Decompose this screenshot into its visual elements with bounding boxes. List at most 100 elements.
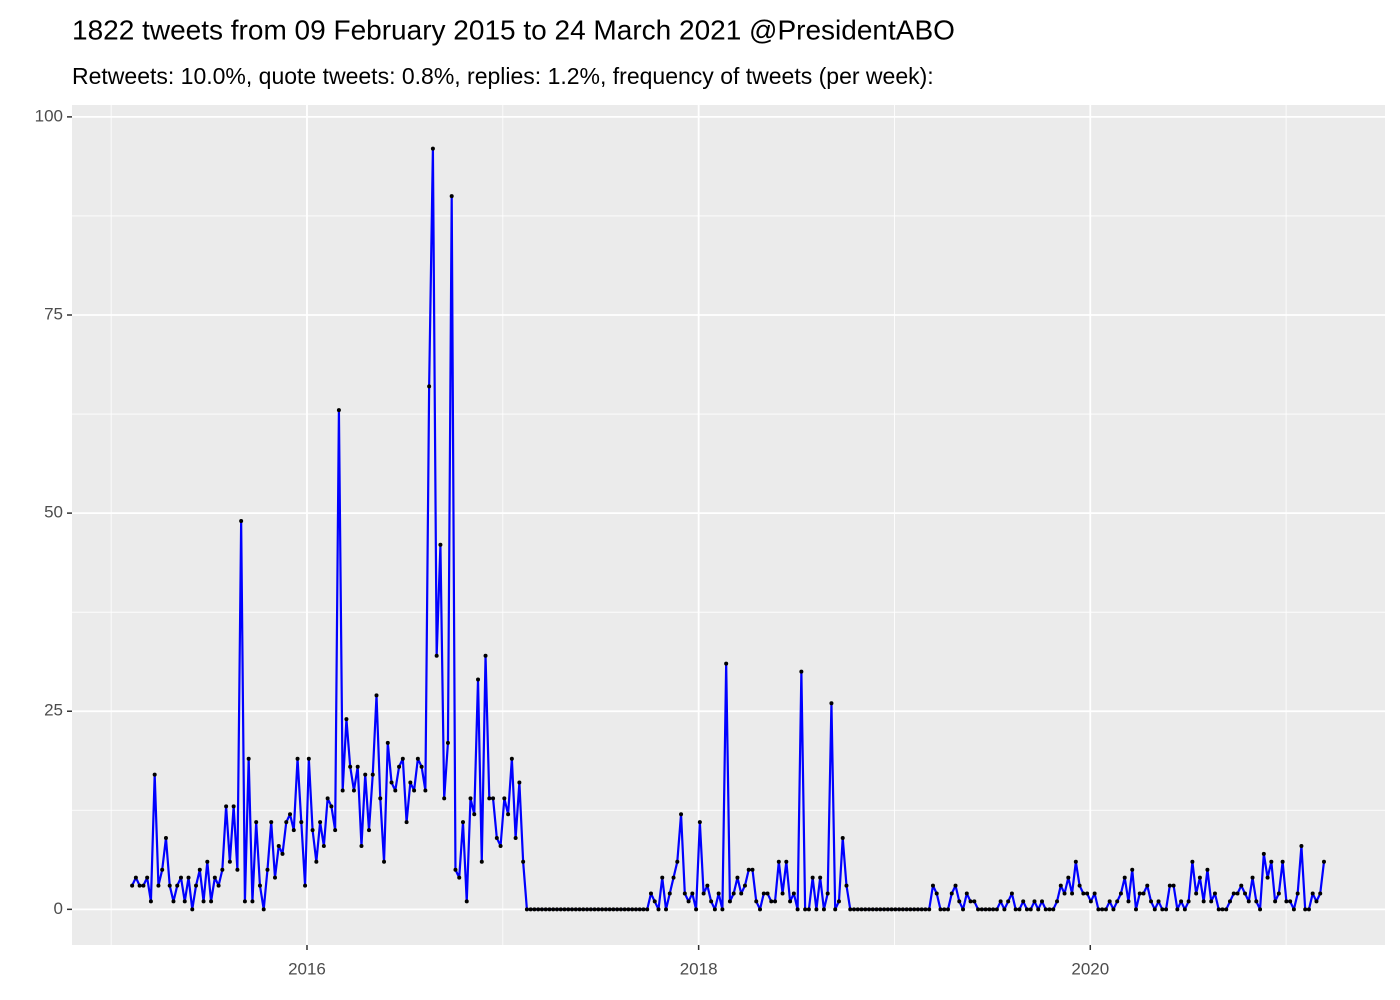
data-point: [152, 772, 157, 777]
data-point: [754, 899, 759, 904]
data-point: [130, 883, 135, 888]
data-point: [551, 907, 556, 912]
data-point: [261, 907, 266, 912]
data-point: [972, 899, 977, 904]
data-point: [434, 653, 439, 658]
data-point: [306, 756, 311, 761]
data-point: [889, 907, 894, 912]
data-point: [863, 907, 868, 912]
data-point: [701, 891, 706, 896]
data-point: [1197, 875, 1202, 880]
data-point: [818, 875, 823, 880]
data-point: [1028, 907, 1033, 912]
data-point: [1107, 899, 1112, 904]
data-point: [633, 907, 638, 912]
data-point: [1077, 883, 1082, 888]
data-point: [900, 907, 905, 912]
data-point: [1017, 907, 1022, 912]
data-point: [1273, 899, 1278, 904]
data-point: [472, 812, 477, 817]
data-point: [1013, 907, 1018, 912]
data-point: [201, 899, 206, 904]
data-point: [870, 907, 875, 912]
data-point: [1062, 891, 1067, 896]
data-point: [1149, 899, 1154, 904]
data-point: [397, 764, 402, 769]
data-point: [799, 669, 804, 674]
data-point: [1231, 891, 1236, 896]
data-point: [641, 907, 646, 912]
data-point: [810, 875, 815, 880]
data-point: [652, 899, 657, 904]
data-point: [1111, 907, 1116, 912]
data-point: [333, 828, 338, 833]
data-point: [1239, 883, 1244, 888]
data-point: [746, 867, 751, 872]
data-point: [705, 883, 710, 888]
data-point: [806, 907, 811, 912]
data-point: [299, 820, 304, 825]
chart-subtitle: Retweets: 10.0%, quote tweets: 0.8%, rep…: [72, 63, 934, 89]
data-point: [265, 867, 270, 872]
data-point: [1051, 907, 1056, 912]
data-point: [1209, 899, 1214, 904]
data-point: [216, 883, 221, 888]
data-point: [626, 907, 631, 912]
data-point: [1122, 875, 1127, 880]
data-point: [994, 907, 999, 912]
data-point: [502, 796, 507, 801]
data-point: [449, 194, 454, 199]
data-point: [197, 867, 202, 872]
data-point: [829, 701, 834, 706]
data-point: [1039, 899, 1044, 904]
data-point: [1291, 907, 1296, 912]
data-point: [803, 907, 808, 912]
data-point: [1303, 907, 1308, 912]
data-point: [453, 867, 458, 872]
data-point: [878, 907, 883, 912]
data-point: [934, 891, 939, 896]
data-point: [1246, 899, 1251, 904]
data-point: [468, 796, 473, 801]
data-point: [250, 899, 255, 904]
data-point: [773, 899, 778, 904]
data-point: [231, 804, 236, 809]
data-point: [517, 780, 522, 785]
data-point: [697, 820, 702, 825]
data-point: [212, 875, 217, 880]
data-point: [190, 907, 195, 912]
data-point: [735, 875, 740, 880]
data-point: [727, 899, 732, 904]
data-point: [220, 867, 225, 872]
data-point: [686, 899, 691, 904]
data-point: [844, 883, 849, 888]
data-point: [498, 843, 503, 848]
data-point: [923, 907, 928, 912]
data-point: [291, 828, 296, 833]
data-point: [1186, 899, 1191, 904]
data-point: [1318, 891, 1323, 896]
data-point: [1276, 891, 1281, 896]
data-point: [532, 907, 537, 912]
data-point: [919, 907, 924, 912]
data-point: [566, 907, 571, 912]
data-point: [494, 836, 499, 841]
data-point: [246, 756, 251, 761]
data-point: [1258, 907, 1263, 912]
data-point: [1216, 907, 1221, 912]
data-point: [852, 907, 857, 912]
data-point: [656, 907, 661, 912]
data-point: [690, 891, 695, 896]
data-point: [720, 907, 725, 912]
data-point: [438, 542, 443, 547]
data-point: [825, 891, 830, 896]
data-point: [318, 820, 323, 825]
data-point: [671, 875, 676, 880]
data-point: [1179, 899, 1184, 904]
data-point: [600, 907, 605, 912]
data-point: [814, 907, 819, 912]
data-point: [408, 780, 413, 785]
data-point: [893, 907, 898, 912]
data-point: [1284, 899, 1289, 904]
data-point: [133, 875, 138, 880]
